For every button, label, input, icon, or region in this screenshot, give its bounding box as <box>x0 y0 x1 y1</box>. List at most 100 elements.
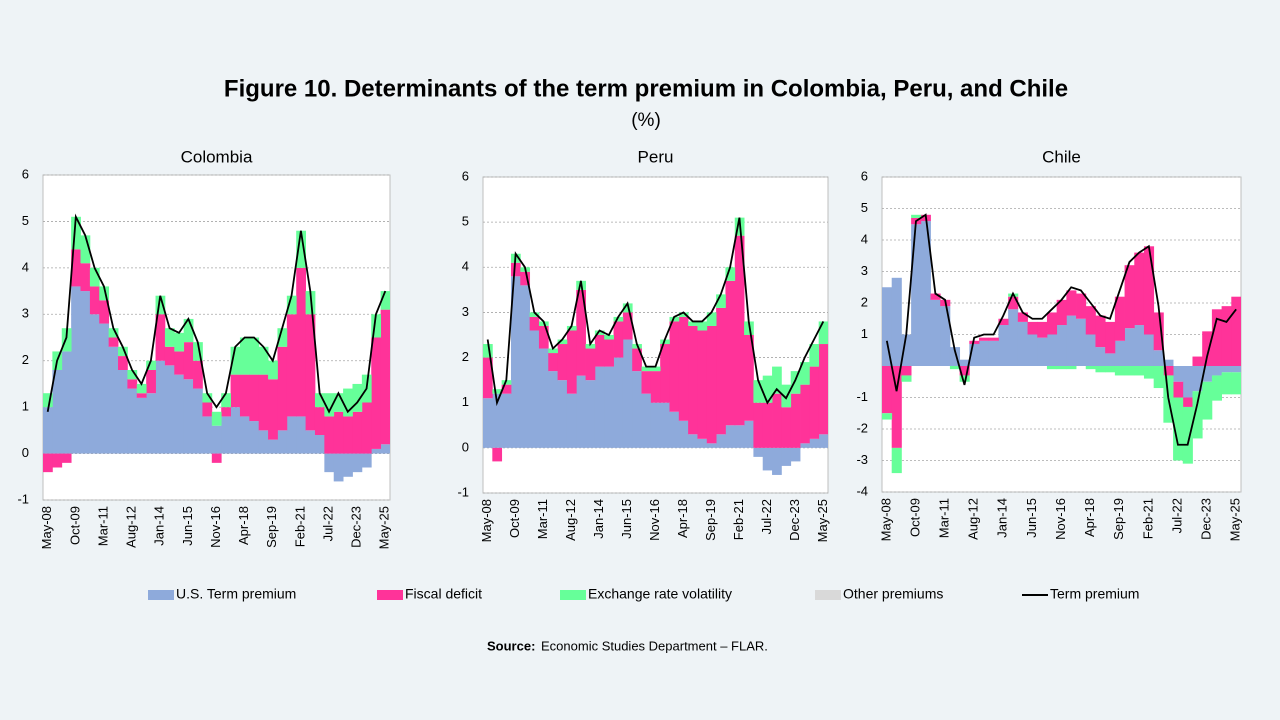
x-tick-label: Aug-12 <box>966 498 981 540</box>
bar-segment <box>193 388 203 454</box>
bar-segment <box>1134 325 1145 366</box>
bar-segment <box>772 366 782 394</box>
bar-segment <box>998 318 1009 326</box>
bar-segment <box>762 375 773 403</box>
bar-segment <box>239 416 250 454</box>
bar-segment <box>324 393 335 417</box>
bar-segment <box>716 307 726 435</box>
bar-segment <box>762 447 773 471</box>
bar-segment <box>501 393 512 448</box>
bar-segment <box>585 348 596 381</box>
y-tick-label: -1 <box>17 491 29 506</box>
bar-segment <box>716 434 726 448</box>
y-tick-label: 0 <box>462 439 469 454</box>
line <box>486 217 825 407</box>
bar-segment <box>781 447 792 466</box>
bar-segment <box>706 325 717 444</box>
bar-segment <box>959 359 970 366</box>
bar-segment <box>492 393 503 448</box>
bar-segment <box>613 316 624 322</box>
x-tick-label: Sep-19 <box>264 506 279 548</box>
legend-label: Fiscal deficit <box>405 586 482 602</box>
x-tick-label: Aug-12 <box>563 499 578 541</box>
bar-segment <box>268 360 278 380</box>
bar-segment <box>911 224 922 366</box>
bar-segment <box>959 375 970 382</box>
bar-segment <box>352 411 363 454</box>
x-tick-label: Nov-16 <box>647 499 662 541</box>
bar-segment <box>193 342 203 361</box>
bar-segment <box>660 402 670 448</box>
y-tick-label: 1 <box>22 399 29 414</box>
legend-label: Exchange rate volatility <box>588 586 732 602</box>
bar-segment <box>772 393 782 448</box>
y-tick-label: 0 <box>22 445 29 460</box>
bar-segment <box>1066 290 1077 316</box>
bar-segment <box>1056 325 1067 366</box>
bar-segment <box>361 402 372 454</box>
bar-segment <box>296 230 306 268</box>
bar-segment <box>566 325 577 331</box>
bar-segment <box>641 371 652 394</box>
bar-segment <box>202 402 213 417</box>
bar-segment <box>632 348 642 372</box>
bar-segment <box>576 375 586 448</box>
bar-segment <box>891 447 902 474</box>
bar-segment <box>183 342 194 380</box>
bar-segment <box>483 344 493 358</box>
bar-segment <box>641 393 652 448</box>
bar-segment <box>613 321 624 358</box>
bar-segment <box>1153 366 1164 389</box>
bar-segment <box>155 360 166 454</box>
bar-segment <box>1056 366 1067 370</box>
bar-segment <box>660 339 670 345</box>
bar-segment <box>510 276 521 448</box>
bar-segment <box>1192 391 1203 439</box>
y-tick-label: 4 <box>22 259 29 274</box>
bar-segment <box>604 339 614 367</box>
bar-segment <box>818 434 828 448</box>
legend-swatch <box>148 590 174 600</box>
bar-segment <box>594 366 605 448</box>
bar-segment <box>371 314 382 338</box>
bar-segment <box>706 443 717 448</box>
bar-segment <box>688 321 698 326</box>
bar-segment <box>333 393 344 412</box>
bar-segment <box>249 374 260 422</box>
y-tick-label: 5 <box>22 213 29 228</box>
x-tick-label: Jul-22 <box>759 499 774 534</box>
bar-segment <box>258 430 269 454</box>
y-tick-label: 4 <box>462 259 469 274</box>
bar-segment <box>901 375 912 382</box>
bar-segment <box>744 420 754 448</box>
bar-segment <box>800 384 810 444</box>
bar-segment <box>61 328 72 352</box>
bar-segment <box>501 384 512 394</box>
bar-segment <box>949 366 961 370</box>
bar-segment <box>1008 296 1019 310</box>
bar-segment <box>1143 246 1155 335</box>
bar-segment <box>118 370 128 454</box>
bars <box>483 217 828 475</box>
bar-segment <box>305 430 316 454</box>
y-tick-label: -2 <box>856 420 868 435</box>
y-tick-label: -4 <box>856 483 868 498</box>
bar-segment <box>239 337 250 375</box>
bar-segment <box>71 249 81 287</box>
bar-segment <box>174 332 185 352</box>
x-tick-label: May-25 <box>377 506 392 549</box>
bar-segment <box>809 438 820 448</box>
bar-segment <box>1037 337 1048 366</box>
bar-segment <box>940 306 951 366</box>
bar-segment <box>669 316 680 322</box>
bar-segment <box>146 360 156 370</box>
x-tick-label: Jun-15 <box>180 506 195 546</box>
bar-segment <box>969 340 980 344</box>
bar-segment <box>352 453 363 473</box>
bar-segment <box>61 351 72 454</box>
bar-segment <box>1182 366 1193 398</box>
bar-segment <box>1056 299 1067 326</box>
bar-segment <box>286 295 297 315</box>
y-tick-label: -1 <box>457 484 469 499</box>
x-tick-label: Apr-18 <box>236 506 251 545</box>
